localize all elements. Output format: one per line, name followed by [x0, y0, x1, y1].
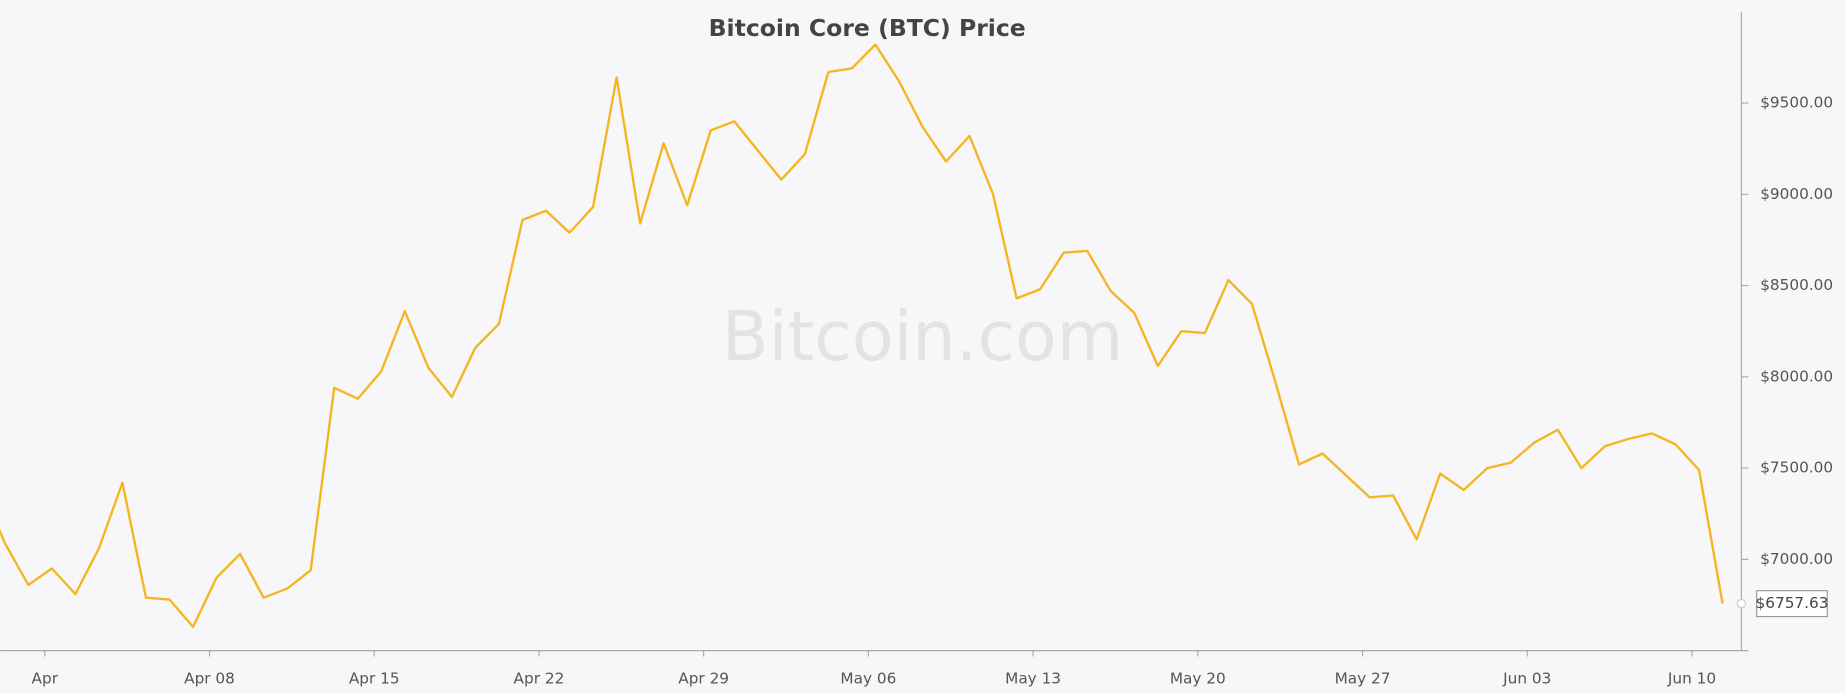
x-tick-label: Apr 22	[514, 669, 565, 687]
x-tick-label: May 27	[1335, 669, 1391, 687]
price-line	[0, 43, 1724, 629]
x-tick-label: May 13	[1005, 669, 1061, 687]
watermark: Bitcoin.com	[722, 298, 1123, 377]
x-tick-label: Jun 03	[1502, 669, 1551, 687]
x-tick-label: May 20	[1170, 669, 1226, 687]
x-tick-label: Apr 29	[678, 669, 729, 687]
last-price-label: $6757.63	[1756, 594, 1829, 612]
y-tick-label: $8500.00	[1760, 276, 1833, 294]
y-tick-label: $7500.00	[1760, 459, 1833, 477]
x-tick-label: Apr	[32, 669, 59, 687]
y-tick-label: $9500.00	[1760, 94, 1833, 112]
y-tick-label: $8000.00	[1760, 367, 1833, 385]
x-tick-label: Apr 08	[184, 669, 235, 687]
chart-title: Bitcoin Core (BTC) Price	[709, 14, 1026, 42]
last-price-marker	[1736, 598, 1747, 609]
y-tick-label: $7000.00	[1760, 550, 1833, 568]
last-price-box	[1756, 590, 1828, 618]
x-tick-label: Apr 15	[349, 669, 400, 687]
y-tick-label: $9000.00	[1760, 185, 1833, 203]
x-tick-label: Jun 10	[1667, 669, 1716, 687]
x-tick-label: May 06	[840, 669, 896, 687]
plot-area	[0, 43, 1724, 629]
